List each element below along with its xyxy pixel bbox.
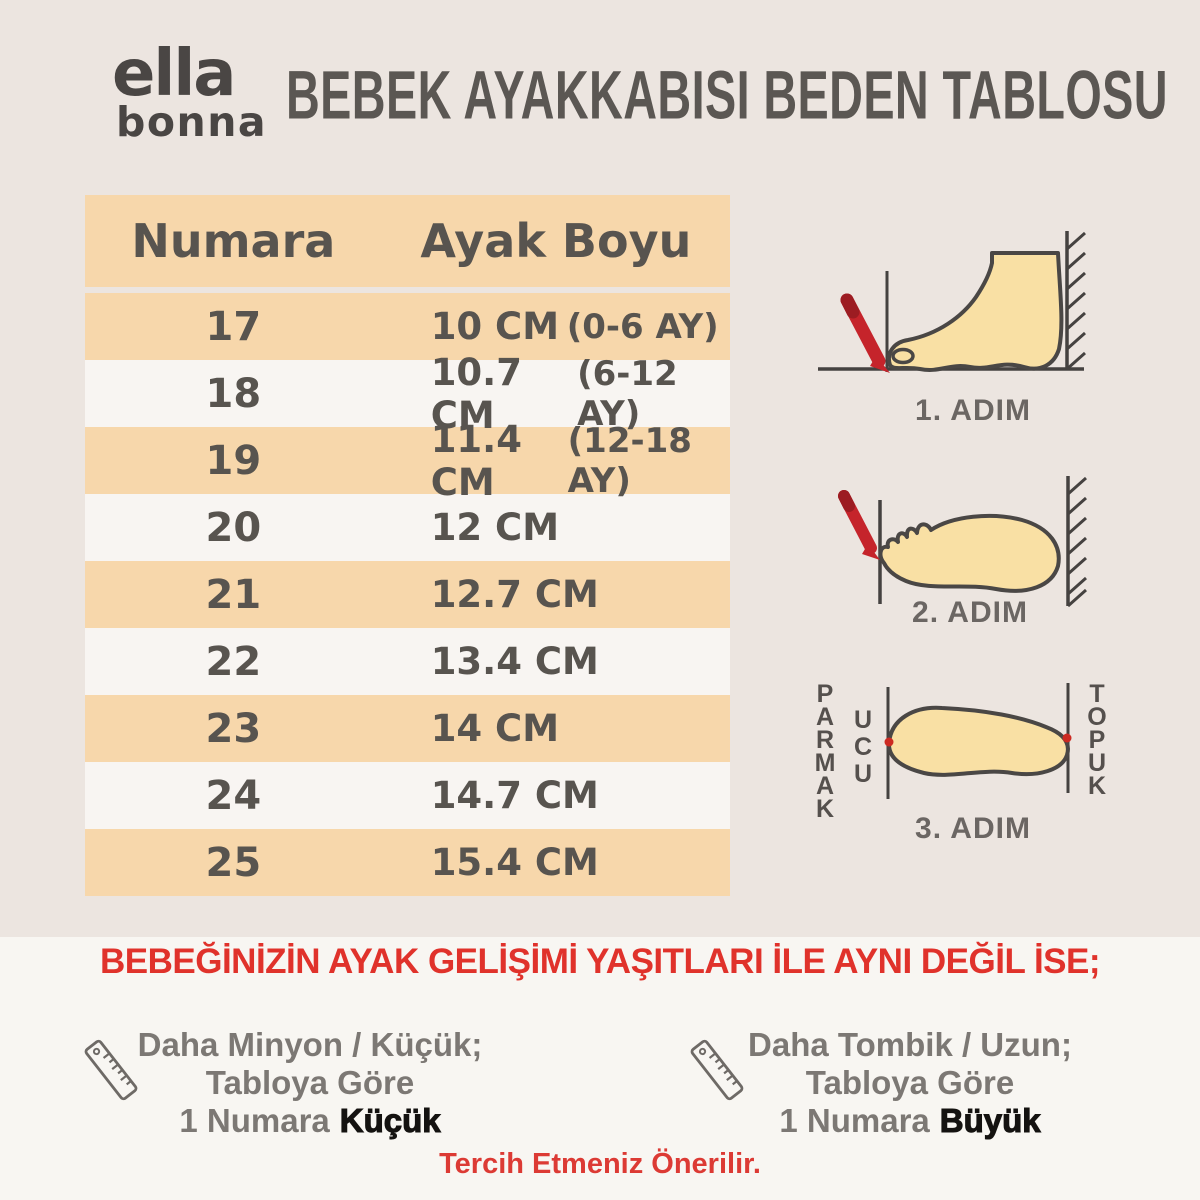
footer-heading: BEBEĞİNİZİN AYAK GELİŞİMİ YAŞITLARI İLE … [99, 942, 1101, 981]
foot-length-cell: 15.4 CM [382, 841, 730, 884]
option-line3: 1 Numara Büyük [640, 1101, 1180, 1140]
age-range: (6-12 AY) [577, 353, 678, 434]
option-line3-prefix: 1 Numara [779, 1102, 930, 1139]
brand-name-bottom: bonna [116, 98, 268, 146]
age-range: (0-6 AY) [566, 306, 719, 347]
size-number: 17 [205, 303, 262, 350]
table-header-row: Numara Ayak Boyu [85, 195, 730, 287]
table-row: 19 11.4 CM (12-18 AY) [85, 418, 730, 504]
option-line2: Tabloya Göre [205, 1064, 415, 1101]
foot-length-cell: 10 CM (0-6 AY) [382, 305, 730, 348]
brand-logo: ella bonna [112, 42, 267, 143]
table-row: 20 12 CM [85, 494, 730, 561]
page-title: BEBEK AYAKKABISI BEDEN TABLOSU [286, 57, 1168, 134]
foot-length-cell: 13.4 CM [382, 640, 730, 683]
column-header-ayak-boyu: Ayak Boyu [420, 214, 692, 268]
foot-length-value: 10.7 CM [430, 350, 522, 437]
size-number: 20 [205, 504, 262, 551]
step2-foot-top-measure-illustration [838, 476, 1087, 608]
table-row: 24 14.7 CM [85, 762, 730, 829]
foot-length-cell: 14 CM [382, 707, 730, 750]
size-number: 21 [205, 571, 262, 618]
table-row: 23 14 CM [85, 695, 730, 762]
option-line1: Daha Tombik / Uzun; [748, 1026, 1072, 1063]
foot-length-value: 12.7 CM [430, 573, 599, 616]
foot-length-value: 10 CM [430, 305, 560, 348]
footer-note: Tercih Etmeniz Önerilir. [439, 1148, 761, 1180]
pencil-icon [838, 490, 880, 560]
foot-length-value: 15.4 CM [430, 841, 599, 884]
foot-length-value: 13.4 CM [430, 640, 599, 683]
size-table: Numara Ayak Boyu 17 10 CM (0-6 AY) 18 10… [85, 195, 730, 896]
option-line3-prefix: 1 Numara [179, 1102, 330, 1139]
heel-point-marker [1062, 733, 1072, 743]
option-line3-bold: Küçük [339, 1101, 441, 1139]
table-row: 21 12.7 CM [85, 561, 730, 628]
size-number: 18 [205, 370, 262, 417]
option-line3: 1 Numara Küçük [40, 1101, 580, 1140]
foot-length-cell: 14.7 CM [382, 774, 730, 817]
ruler-icon [690, 1039, 744, 1101]
bigger-foot-option: Daha Tombik / Uzun; Tabloya Göre 1 Numar… [640, 1026, 1180, 1140]
step3-sole-length-illustration [884, 683, 1072, 799]
foot-length-cell: 12.7 CM [382, 573, 730, 616]
foot-length-value: 12 CM [430, 506, 560, 549]
foot-length-cell: 10.7 CM (6-12 AY) [382, 351, 730, 437]
foot-length-value: 14.7 CM [430, 774, 599, 817]
smaller-foot-option: Daha Minyon / Küçük; Tabloya Göre 1 Numa… [40, 1026, 580, 1140]
toe-tip-label-line1: PARMAK [811, 680, 839, 818]
ruler-icon [84, 1039, 138, 1101]
footer-panel: BEBEĞİNİZİN AYAK GELİŞİMİ YAŞITLARI İLE … [0, 937, 1200, 1200]
size-number: 24 [205, 772, 262, 819]
pencil-icon [840, 293, 890, 373]
option-line3-bold: Büyük [939, 1101, 1041, 1139]
foot-length-value: 14 CM [430, 707, 560, 750]
brand-name-top: ella [112, 37, 236, 111]
size-number: 25 [205, 839, 262, 886]
foot-length-value: 11.4 CM [430, 417, 522, 504]
option-line2: Tabloya Göre [805, 1064, 1015, 1101]
foot-length-cell: 11.4 CM (12-18 AY) [382, 418, 730, 504]
step3-label: 3. ADIM [915, 812, 1031, 845]
option-line1: Daha Minyon / Küçük; [137, 1026, 483, 1063]
table-body: 17 10 CM (0-6 AY) 18 10.7 CM (6-12 AY) 1… [85, 293, 730, 896]
size-number: 22 [205, 638, 262, 685]
step1-label: 1. ADIM [915, 394, 1031, 427]
toe-tip-label-line2: UCU [849, 706, 877, 787]
size-number: 23 [205, 705, 262, 752]
size-number: 19 [205, 437, 262, 484]
table-row: 25 15.4 CM [85, 829, 730, 896]
step2-label: 2. ADIM [912, 596, 1028, 629]
step1-foot-side-measure-illustration [818, 231, 1086, 373]
table-row: 17 10 CM (0-6 AY) [85, 293, 730, 360]
table-row: 18 10.7 CM (6-12 AY) [85, 351, 730, 437]
toe-point-marker [884, 737, 894, 747]
table-row: 22 13.4 CM [85, 628, 730, 695]
heel-label: TOPUK [1083, 680, 1111, 795]
foot-length-cell: 12 CM [382, 506, 730, 549]
column-header-numara: Numara [131, 214, 336, 268]
age-range: (12-18 AY) [567, 420, 692, 501]
